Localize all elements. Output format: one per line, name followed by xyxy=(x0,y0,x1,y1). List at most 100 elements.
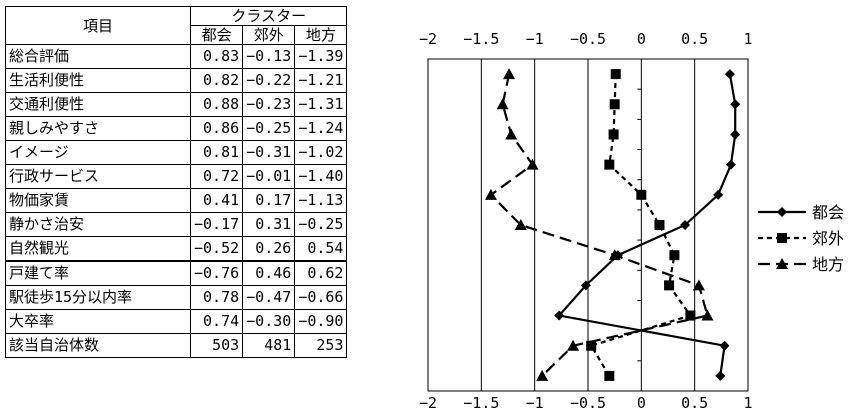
row-label: 駅徒歩15分以内率 xyxy=(5,285,191,310)
row-value: 0.74 xyxy=(189,309,244,334)
row-value: −0.66 xyxy=(294,285,348,310)
row-value: −0.47 xyxy=(242,285,296,310)
data-point xyxy=(609,99,620,110)
data-point xyxy=(636,189,647,200)
table-row: 交通利便性 0.88 −0.23 −1.31 xyxy=(5,92,348,117)
data-point xyxy=(685,310,696,321)
table-row: 親しみやすさ 0.86 −0.25 −1.24 xyxy=(5,116,348,141)
table-row: 自然観光 −0.52 0.26 0.54 xyxy=(5,236,348,262)
row-label: 行政サービス xyxy=(5,164,191,189)
data-point xyxy=(604,159,615,170)
data-point xyxy=(730,129,741,140)
table-row: イメージ 0.81 −0.31 −1.02 xyxy=(5,140,348,165)
data-point xyxy=(608,129,619,140)
col-chihou: 地方 xyxy=(294,25,348,45)
row-value: −0.30 xyxy=(242,309,296,334)
footer-value: 481 xyxy=(242,333,296,358)
legend-label: 郊外 xyxy=(812,229,844,248)
legend-label: 地方 xyxy=(812,255,844,274)
x-tick-label-bottom: 0 xyxy=(637,394,646,412)
row-label: 総合評価 xyxy=(5,44,191,69)
row-value: 0.26 xyxy=(242,236,296,262)
data-point xyxy=(692,279,705,291)
row-value: −0.01 xyxy=(242,164,296,189)
x-tick-label-top: −1 xyxy=(526,30,544,48)
row-value: 0.88 xyxy=(189,92,244,117)
data-point xyxy=(505,128,518,140)
data-point xyxy=(503,68,516,80)
row-value: 0.82 xyxy=(189,68,244,93)
legend-marker xyxy=(777,207,787,217)
data-point xyxy=(730,99,741,110)
data-point xyxy=(680,220,691,230)
row-value: −1.39 xyxy=(294,44,348,69)
series-line-2 xyxy=(489,73,709,377)
data-point xyxy=(715,370,726,381)
data-point xyxy=(514,219,527,230)
row-value: −0.13 xyxy=(242,44,296,69)
table-row: 駅徒歩15分以内率 0.78 −0.47 −0.66 xyxy=(5,285,348,310)
row-value: −1.31 xyxy=(294,92,348,117)
data-point xyxy=(526,158,539,170)
table-row: 総合評価 0.83 −0.13 −1.39 xyxy=(5,44,348,69)
row-value: −0.25 xyxy=(294,212,348,237)
data-point xyxy=(608,249,621,261)
legend-marker xyxy=(776,258,788,269)
data-point xyxy=(664,280,675,291)
x-tick-label-bottom: −2 xyxy=(419,394,437,412)
header-item: 項目 xyxy=(5,6,191,45)
data-point xyxy=(669,250,680,261)
row-value: 0.78 xyxy=(189,285,244,310)
footer-value: 503 xyxy=(189,333,244,358)
data-point xyxy=(496,98,509,110)
row-value: −1.40 xyxy=(294,164,348,189)
data-point xyxy=(725,159,736,170)
data-point xyxy=(580,280,591,291)
row-label: 物価家賃 xyxy=(5,188,191,213)
data-point xyxy=(484,188,497,200)
data-point xyxy=(554,310,565,321)
row-value: 0.17 xyxy=(242,188,296,213)
row-value: 0.83 xyxy=(189,44,244,69)
data-point xyxy=(654,220,665,230)
x-tick-label-top: −0.5 xyxy=(570,30,606,48)
row-value: −0.31 xyxy=(242,140,296,165)
x-tick-label-bottom: 1 xyxy=(743,394,752,412)
row-value: 0.31 xyxy=(242,212,296,237)
table-row: 行政サービス 0.72 −0.01 −1.40 xyxy=(5,164,348,189)
row-value: −1.02 xyxy=(294,140,348,165)
row-value: −0.90 xyxy=(294,309,348,334)
footer-value: 253 xyxy=(294,333,348,358)
data-point xyxy=(713,189,724,200)
cluster-table: 項目 クラスター 都会 郊外 地方 総合評価 0.83 −0.13 −1.39 生活利便… xyxy=(5,6,348,358)
data-point xyxy=(536,369,549,381)
header-cluster: クラスター xyxy=(189,6,348,26)
legend-marker xyxy=(777,233,787,243)
x-tick-label-top: 0 xyxy=(637,30,646,48)
series-line-0 xyxy=(557,73,737,377)
row-value: −0.17 xyxy=(189,212,244,237)
data-point xyxy=(719,340,730,351)
row-value: −1.24 xyxy=(294,116,348,141)
x-tick-label-top: −2 xyxy=(419,30,437,48)
data-point xyxy=(567,339,580,351)
x-tick-label-bottom: 0.5 xyxy=(681,394,708,412)
data-point xyxy=(610,69,621,80)
data-point xyxy=(586,340,597,351)
x-tick-label-top: 1 xyxy=(743,30,752,48)
data-point xyxy=(724,69,735,80)
row-label: イメージ xyxy=(5,140,191,165)
data-point xyxy=(701,309,714,321)
legend-label: 都会 xyxy=(812,203,844,222)
row-label: 交通利便性 xyxy=(5,92,191,117)
x-tick-label-bottom: −1 xyxy=(526,394,544,412)
row-value: −0.52 xyxy=(189,236,244,262)
row-value: −1.21 xyxy=(294,68,348,93)
footer-label: 該当自治体数 xyxy=(5,333,191,358)
data-point xyxy=(604,370,615,381)
row-value: −0.23 xyxy=(242,92,296,117)
x-tick-label-top: 0.5 xyxy=(681,30,708,48)
x-tick-label-bottom: −1.5 xyxy=(463,394,499,412)
x-tick-label-bottom: −0.5 xyxy=(570,394,606,412)
